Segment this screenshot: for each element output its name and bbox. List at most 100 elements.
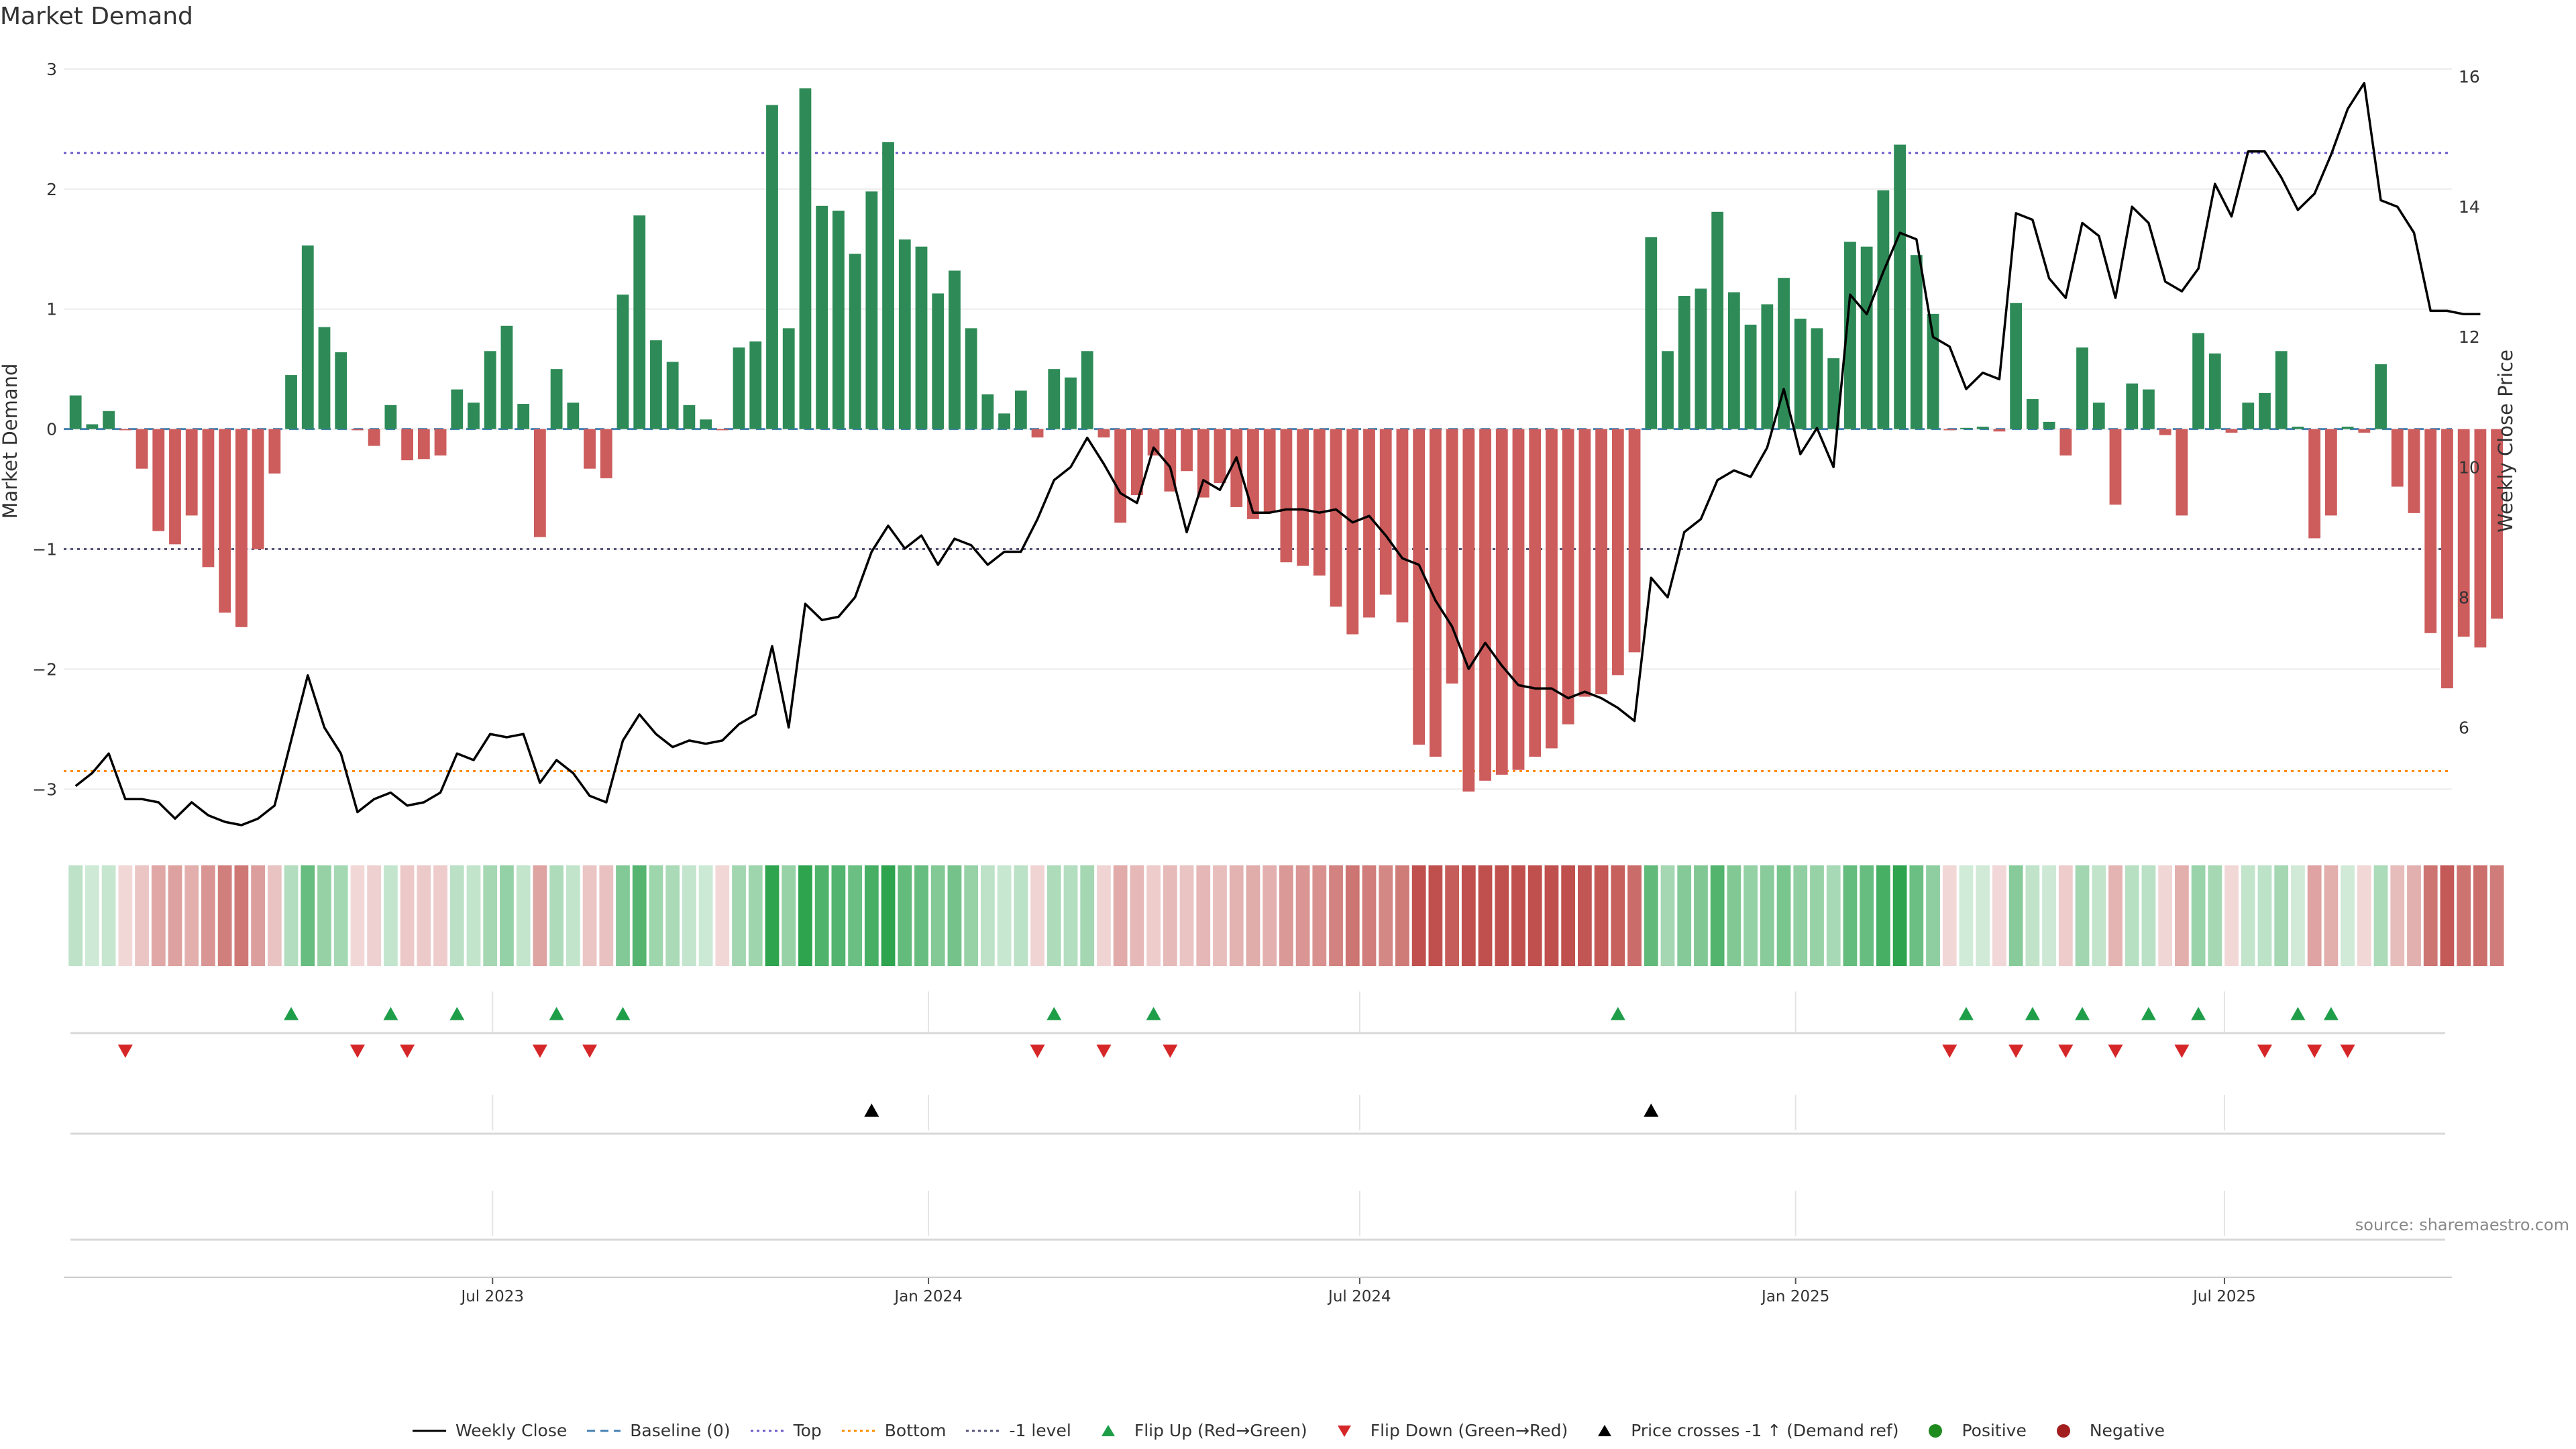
legend-item: Flip Up (Red→Green) (1090, 1421, 1307, 1440)
heat-cell (1080, 865, 1095, 966)
flip-down-marker (2108, 1044, 2123, 1058)
demand-bar (650, 340, 662, 429)
heat-cell (1976, 865, 1990, 966)
x-tick-label: Jan 2025 (1760, 1288, 1829, 1305)
heat-cell (1992, 865, 2006, 966)
heat-cell (433, 865, 447, 966)
heat-cell (151, 865, 166, 966)
legend-label: Negative (2089, 1421, 2165, 1440)
heat-cell (964, 865, 979, 966)
flip-down-marker (1942, 1044, 1957, 1058)
heat-cell (632, 865, 647, 966)
demand-bar (152, 429, 165, 531)
demand-bar (1927, 313, 1939, 429)
heat-cell (649, 865, 663, 966)
heat-cell (1229, 865, 1244, 966)
heat-cell (1843, 865, 1858, 966)
demand-bar (666, 362, 679, 429)
heat-cell (1694, 865, 1708, 966)
demand-bar (998, 413, 1011, 429)
demand-bar (1014, 390, 1027, 429)
heat-cell (1395, 865, 1409, 966)
demand-bar (2259, 392, 2271, 429)
flip-up-marker (383, 1007, 398, 1020)
legend-item: -1 level (965, 1421, 1071, 1440)
demand-bar (268, 429, 281, 474)
heat-cell (1213, 865, 1227, 966)
heat-cell (930, 865, 945, 966)
demand-bar (716, 429, 729, 431)
demand-bar (2457, 429, 2470, 637)
heat-cell (1942, 865, 1957, 966)
heat-cell (1030, 865, 1044, 966)
heat-cell (1329, 865, 1343, 966)
demand-bar (1645, 237, 1658, 429)
heat-cell (549, 865, 564, 966)
demand-bar (849, 254, 861, 429)
demand-bar (2026, 398, 2039, 429)
heat-cell (1627, 865, 1642, 966)
demand-bar (882, 142, 894, 429)
price-cross-marker (1644, 1104, 1659, 1117)
demand-bar (2043, 421, 2055, 429)
y-tick-label: −2 (32, 659, 57, 679)
flip-down-marker (1096, 1044, 1112, 1058)
demand-bar (1413, 429, 1426, 745)
heat-cell (848, 865, 862, 966)
demand-bar (2092, 402, 2105, 429)
demand-bar (1578, 429, 1591, 697)
demand-bar (700, 419, 712, 429)
heat-cell (367, 865, 382, 966)
demand-bar (2159, 429, 2171, 435)
heat-cell (68, 865, 83, 966)
x-tick-label: Jan 2024 (893, 1288, 962, 1305)
heat-cell (1743, 865, 1758, 966)
demand-bar (1744, 324, 1757, 429)
chart-title: Market Demand (0, 3, 193, 30)
heat-cell (1146, 865, 1161, 966)
heat-cell (1263, 865, 1277, 966)
marker-panels (117, 1007, 2355, 1117)
demand-bar (2324, 429, 2337, 516)
heat-cell (814, 865, 829, 966)
heat-cell (599, 865, 614, 966)
heat-cell (715, 865, 730, 966)
demand-bar (949, 270, 961, 429)
demand-bar (2126, 383, 2139, 429)
y-tick-label: 3 (46, 60, 57, 79)
demand-bar (1794, 319, 1807, 429)
heat-cell (400, 865, 415, 966)
legend-label: Top (793, 1421, 822, 1440)
weekly-close-line (74, 82, 2481, 826)
demand-bar (2143, 389, 2155, 429)
demand-bar (2242, 402, 2255, 429)
legend-item: Negative (2045, 1421, 2165, 1440)
triangle-up-black-icon (1598, 1424, 1612, 1436)
demand-bar (1860, 246, 1873, 429)
demand-bar (235, 429, 248, 627)
demand-bar (2375, 364, 2387, 429)
demand-bar (766, 105, 778, 429)
heat-cell (2307, 865, 2322, 966)
flip-down-marker (2174, 1044, 2190, 1058)
heat-cell (1793, 865, 1808, 966)
heat-cell (2174, 865, 2189, 966)
heat-cell (234, 865, 249, 966)
flip-up-marker (1146, 1007, 1161, 1020)
heat-cell (2291, 865, 2305, 966)
heat-cell (1478, 865, 1493, 966)
demand-bar (219, 429, 231, 613)
demand-bar (301, 245, 314, 429)
demand-bar (202, 429, 215, 568)
demand-bar (1313, 429, 1326, 576)
heat-cell (2125, 865, 2139, 966)
demand-bar (584, 429, 596, 469)
demand-bar (484, 351, 496, 429)
heat-cell (1163, 865, 1177, 966)
demand-bar (285, 375, 297, 429)
demand-bar (1811, 328, 1823, 429)
heat-cell (1511, 865, 1525, 966)
heat-cell (184, 865, 199, 966)
heat-cell (483, 865, 498, 966)
y2-tick-label: 12 (2459, 327, 2480, 347)
